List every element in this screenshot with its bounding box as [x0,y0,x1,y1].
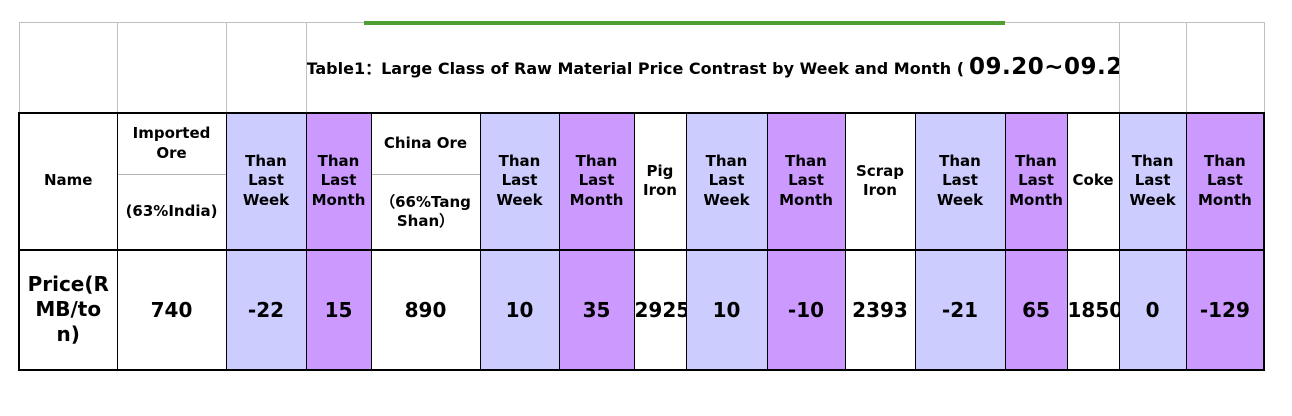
pig-iron-header-cell: Pig Iron [633,111,687,251]
imported-ore-grade-label: (63%India) [125,201,218,220]
than-last-month-label: Than Last Month [779,151,833,209]
pig-iron-month-change-cell: -10 [766,249,846,371]
china-ore-week-change-cell: 10 [479,249,560,371]
title-row: Table1：Large Class of Raw Material Price… [18,22,1265,113]
imported-ore-header-label: Imported Ore [118,115,225,175]
coke-month-change-cell: -129 [1185,249,1266,371]
name-header-label: Name [44,171,93,190]
imported-ore-header-cell: Imported Ore (63%India) [116,111,227,251]
title-row-spacer-cell [1185,22,1265,113]
pig-iron-week-change-cell: 10 [685,249,768,371]
than-last-month-label: Than Last Month [1009,151,1063,209]
imported-ore-price-cell: 740 [116,249,227,371]
title-row-spacer-cell [116,22,227,113]
scrap-iron-week-change-cell: -21 [914,249,1006,371]
coke-header-cell: Coke [1066,111,1120,251]
than-last-week-label: Than Last Week [703,151,750,209]
scrap-iron-header-label: Scrap Iron [856,161,904,200]
than-last-week-label: Than Last Week [242,151,290,209]
china-ore-header-cell: China Ore （66%TangShan） [370,111,481,251]
pig-iron-than-last-week-header: Than Last Week [685,111,768,251]
title-row-spacer-cell [1118,22,1187,113]
than-last-month-label: Than Last Month [311,151,366,209]
coke-than-last-month-header: Than Last Month [1185,111,1266,251]
coke-week-change-cell: 0 [1118,249,1187,371]
green-divider-line [364,21,1005,25]
scrap-iron-price-cell: 2393 [844,249,916,371]
imported-ore-week-change-cell: -22 [225,249,307,371]
title-row-spacer-cell [18,22,118,113]
table-title-date-range: 09.20~09.27 [969,54,1118,81]
scrap-iron-than-last-week-header: Than Last Week [914,111,1006,251]
than-last-week-label: Than Last Week [1129,151,1176,209]
scrap-iron-month-change-cell: 65 [1004,249,1068,371]
table-title-text: Table1：Large Class of Raw Material Price… [306,59,964,79]
china-ore-grade-label: （66%TangShan） [380,192,471,230]
header-row: Name Imported Ore (63%India) Than Last W… [18,111,1266,251]
than-last-week-label: Than Last Week [936,151,984,209]
pig-iron-than-last-month-header: Than Last Month [766,111,846,251]
price-data-row: Price(RMB/ton) 740 -22 15 890 10 35 2925… [18,249,1266,371]
pig-iron-price-cell: 2925 [633,249,687,371]
imported-ore-month-change-cell: 15 [305,249,372,371]
than-last-month-label: Than Last Month [1197,151,1252,209]
than-last-month-label: Than Last Month [569,151,624,209]
price-row-label: Price(RMB/ton) [27,272,109,346]
china-ore-header-label: China Ore [372,115,479,175]
price-row-label-cell: Price(RMB/ton) [18,249,118,371]
china-ore-than-last-week-header: Than Last Week [479,111,560,251]
imported-ore-than-last-week-header: Than Last Week [225,111,307,251]
raw-material-price-table: Table1：Large Class of Raw Material Price… [18,22,1266,371]
china-ore-than-last-month-header: Than Last Month [558,111,635,251]
coke-price-cell: 1850 [1066,249,1120,371]
than-last-week-label: Than Last Week [496,151,543,209]
scrap-iron-header-cell: Scrap Iron [844,111,916,251]
coke-header-label: Coke [1072,171,1114,190]
coke-than-last-week-header: Than Last Week [1118,111,1187,251]
scrap-iron-than-last-month-header: Than Last Month [1004,111,1068,251]
china-ore-price-cell: 890 [370,249,481,371]
china-ore-month-change-cell: 35 [558,249,635,371]
pig-iron-header-label: Pig Iron [643,161,677,200]
table-title: Table1：Large Class of Raw Material Price… [305,22,1120,113]
title-row-spacer-cell [225,22,307,113]
imported-ore-than-last-month-header: Than Last Month [305,111,372,251]
name-header-cell: Name [18,111,118,251]
